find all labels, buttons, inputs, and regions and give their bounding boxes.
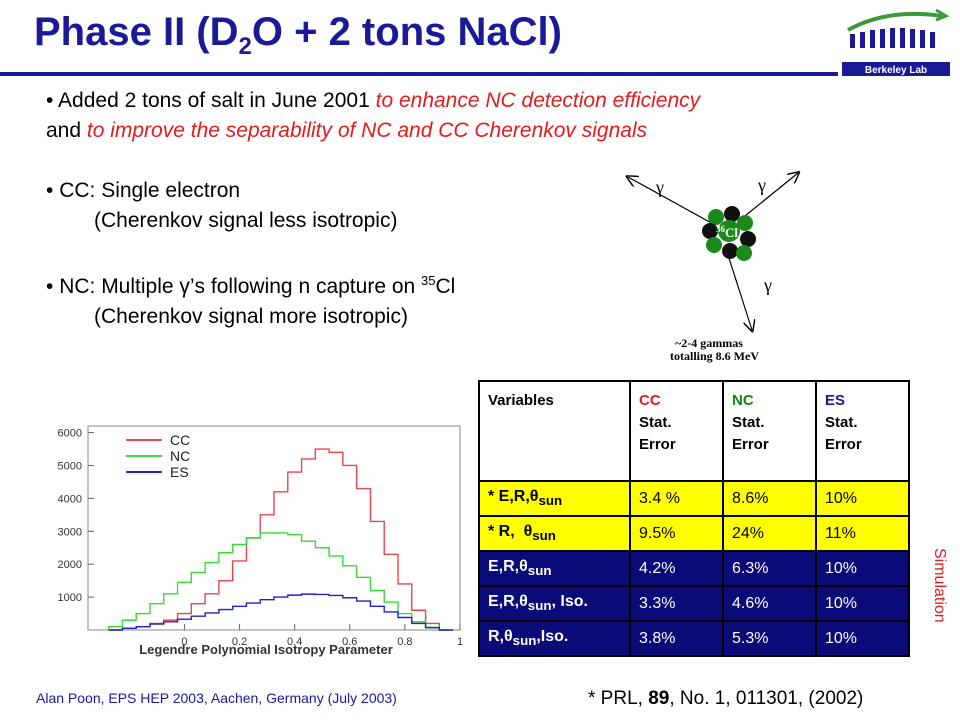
bullet-cc-detail: (Cherenkov signal less isotropic) [94,209,398,232]
row-label: E,R,θsun [478,550,631,587]
footer-reference: * PRL, 89, No. 1, 011301, (2002) [588,688,864,709]
x-tick-label: 0 [181,636,187,648]
legend-label-nc: NC [170,448,190,464]
cell-cc: 3.3% [629,585,724,622]
cell-nc: 4.6% [722,585,817,622]
series-line-nc [107,532,454,631]
berkeley-lab-logo: Berkeley Lab [842,8,950,76]
y-tick-label: 2000 [58,559,82,571]
cell-es: 10% [815,550,910,587]
series-line-cc [108,448,454,631]
header-cc: CC Stat. Error [629,380,724,482]
cell-cc: 4.2% [629,550,724,587]
header-variables: Variables [478,380,631,482]
bullet-list: • Added 2 tons of salt in June 2001 to e… [46,86,906,332]
cell-nc: 8.6% [722,480,817,517]
variables-table: Variables CC Stat. Error NC Stat. Error ES St… [478,380,910,657]
bullet-cc: • CC: Single electron [46,179,241,202]
series-line-es [108,593,454,631]
row-label: * R, θsun [478,515,631,552]
y-tick-label: 6000 [58,428,82,440]
diagram-caption-1: ~2-4 gammas [675,336,743,350]
bullet-salt-cont: and to improve the separability of NC an… [46,119,648,142]
table-row: R,θsun,Iso. 3.8% 5.3% 10% [478,620,910,657]
cell-nc: 6.3% [722,550,817,587]
chart-frame [87,425,461,631]
gamma-label-right: γ [757,175,766,195]
bullet-salt: • Added 2 tons of salt in June 2001 to e… [46,89,701,112]
svg-text:Berkeley Lab: Berkeley Lab [865,65,927,76]
table-row: E,R,θsun, Iso. 3.3% 4.6% 10% [478,585,910,622]
table-row: * R, θsun 9.5% 24% 11% [478,515,910,552]
cell-cc: 9.5% [629,515,724,552]
bullet-nc-detail: (Cherenkov signal more isotropic) [94,305,408,328]
cell-es: 10% [815,585,910,622]
cell-cc: 3.8% [629,620,724,657]
x-tick-label: 0.2 [232,636,247,648]
gamma-emission-diagram: 36Cl γ γ γ ~2-4 gammas totalling 8.6 MeV [600,165,820,363]
title-rule [0,72,838,76]
row-label: R,θsun,Iso. [478,620,631,657]
x-tick-label: 0.4 [287,636,302,648]
simulation-label: Simulation [931,548,948,623]
row-label: E,R,θsun, Iso. [478,585,631,622]
diagram-caption-2: totalling 8.6 MeV [670,349,759,363]
cell-es: 10% [815,620,910,657]
legend-label-cc: CC [170,432,190,448]
cell-nc: 5.3% [722,620,817,657]
x-tick-label: 0.8 [397,636,412,648]
svg-text:36Cl: 36Cl [716,224,738,240]
isotropy-histogram: 1000 2000 3000 4000 5000 6000 0 0.2 0.4 0.6 0.8 1 C… [58,425,463,657]
cell-es: 11% [815,515,910,552]
bullet-nc: • NC: Multiple γ’s following n capture o… [46,273,456,298]
table-row: * E,R,θsun 3.4 % 8.6% 10% [478,480,910,517]
footer-credit: Alan Poon, EPS HEP 2003, Aachen, Germany… [36,690,397,706]
nucleus-mass: 36 [716,224,726,234]
table-header-row: Variables CC Stat. Error NC Stat. Error ES St… [478,380,910,482]
slide-title: Phase II (D2O + 2 tons NaCl) [34,10,562,60]
gamma-label-bottom: γ [763,275,772,295]
nucleus-icon [702,206,756,261]
cell-nc: 24% [722,515,817,552]
nucleus-element: Cl [725,225,738,240]
y-tick-label: 5000 [58,460,82,472]
header-es: ES Stat. Error [815,380,910,482]
x-tick-label: 0.6 [342,636,357,648]
cell-cc: 3.4 % [629,480,724,517]
row-label: * E,R,θsun [478,480,631,517]
y-tick-label: 3000 [58,526,82,538]
legend-label-es: ES [170,464,189,480]
table-row: E,R,θsun 4.2% 6.3% 10% [478,550,910,587]
header-nc: NC Stat. Error [722,380,817,482]
gamma-label-left: γ [655,177,664,197]
x-tick-label: 1 [457,636,463,648]
y-tick-label: 1000 [58,592,82,604]
chart-xlabel: Legendre Polynomial Isotropy Parameter [139,642,393,657]
cell-es: 10% [815,480,910,517]
y-tick-label: 4000 [58,493,82,505]
